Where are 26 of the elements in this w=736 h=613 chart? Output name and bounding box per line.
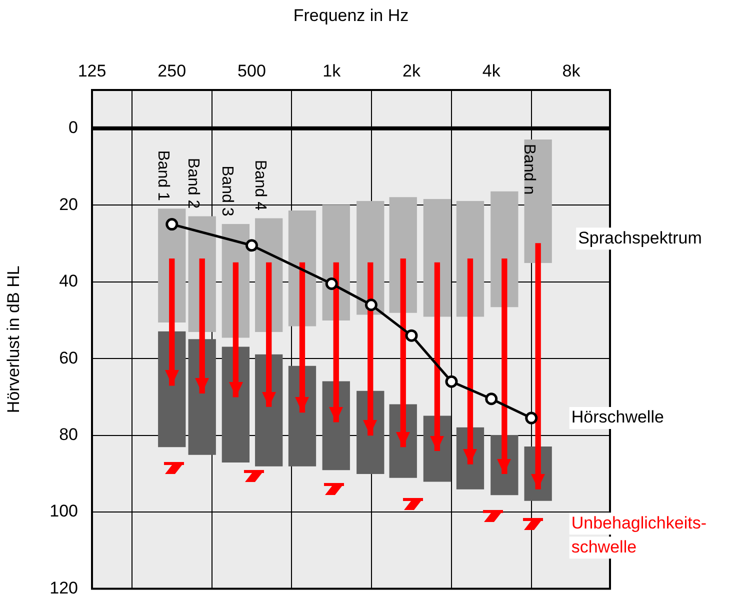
series-label: Sprachspektrum	[578, 228, 702, 248]
x-axis-title: Frequenz in Hz	[293, 6, 409, 25]
x-tick-label: 2k	[402, 61, 421, 80]
bar	[423, 199, 452, 317]
y-tick-label: 20	[59, 194, 78, 214]
y-tick-label: 40	[59, 272, 78, 291]
bar	[524, 140, 552, 263]
y-tick-label: 120	[50, 578, 78, 598]
x-tick-label: 1k	[322, 61, 342, 80]
annotation: Band 3	[218, 166, 236, 216]
x-tick-label: 8k	[562, 61, 581, 80]
annotation: Band n	[520, 144, 538, 195]
y-tick-label: 100	[50, 502, 78, 521]
y-axis-title: Hörverlust in dB HL	[4, 266, 23, 414]
bar	[389, 197, 417, 313]
bar	[490, 191, 518, 308]
annotation: Band 1	[154, 150, 172, 202]
text: Hörschwelle	[571, 408, 664, 427]
x-tick-label: 4k	[482, 61, 501, 80]
x-tick-label: 125	[78, 61, 106, 80]
y-tick-label: 0	[68, 118, 78, 138]
series-label: Unbehaglichkeits-schwelle	[571, 513, 706, 556]
x-tick-label: 500	[238, 61, 266, 80]
x-tick-label: 250	[158, 61, 186, 80]
y-tick-label: 80	[59, 425, 78, 444]
y-tick-label: 60	[59, 348, 78, 368]
